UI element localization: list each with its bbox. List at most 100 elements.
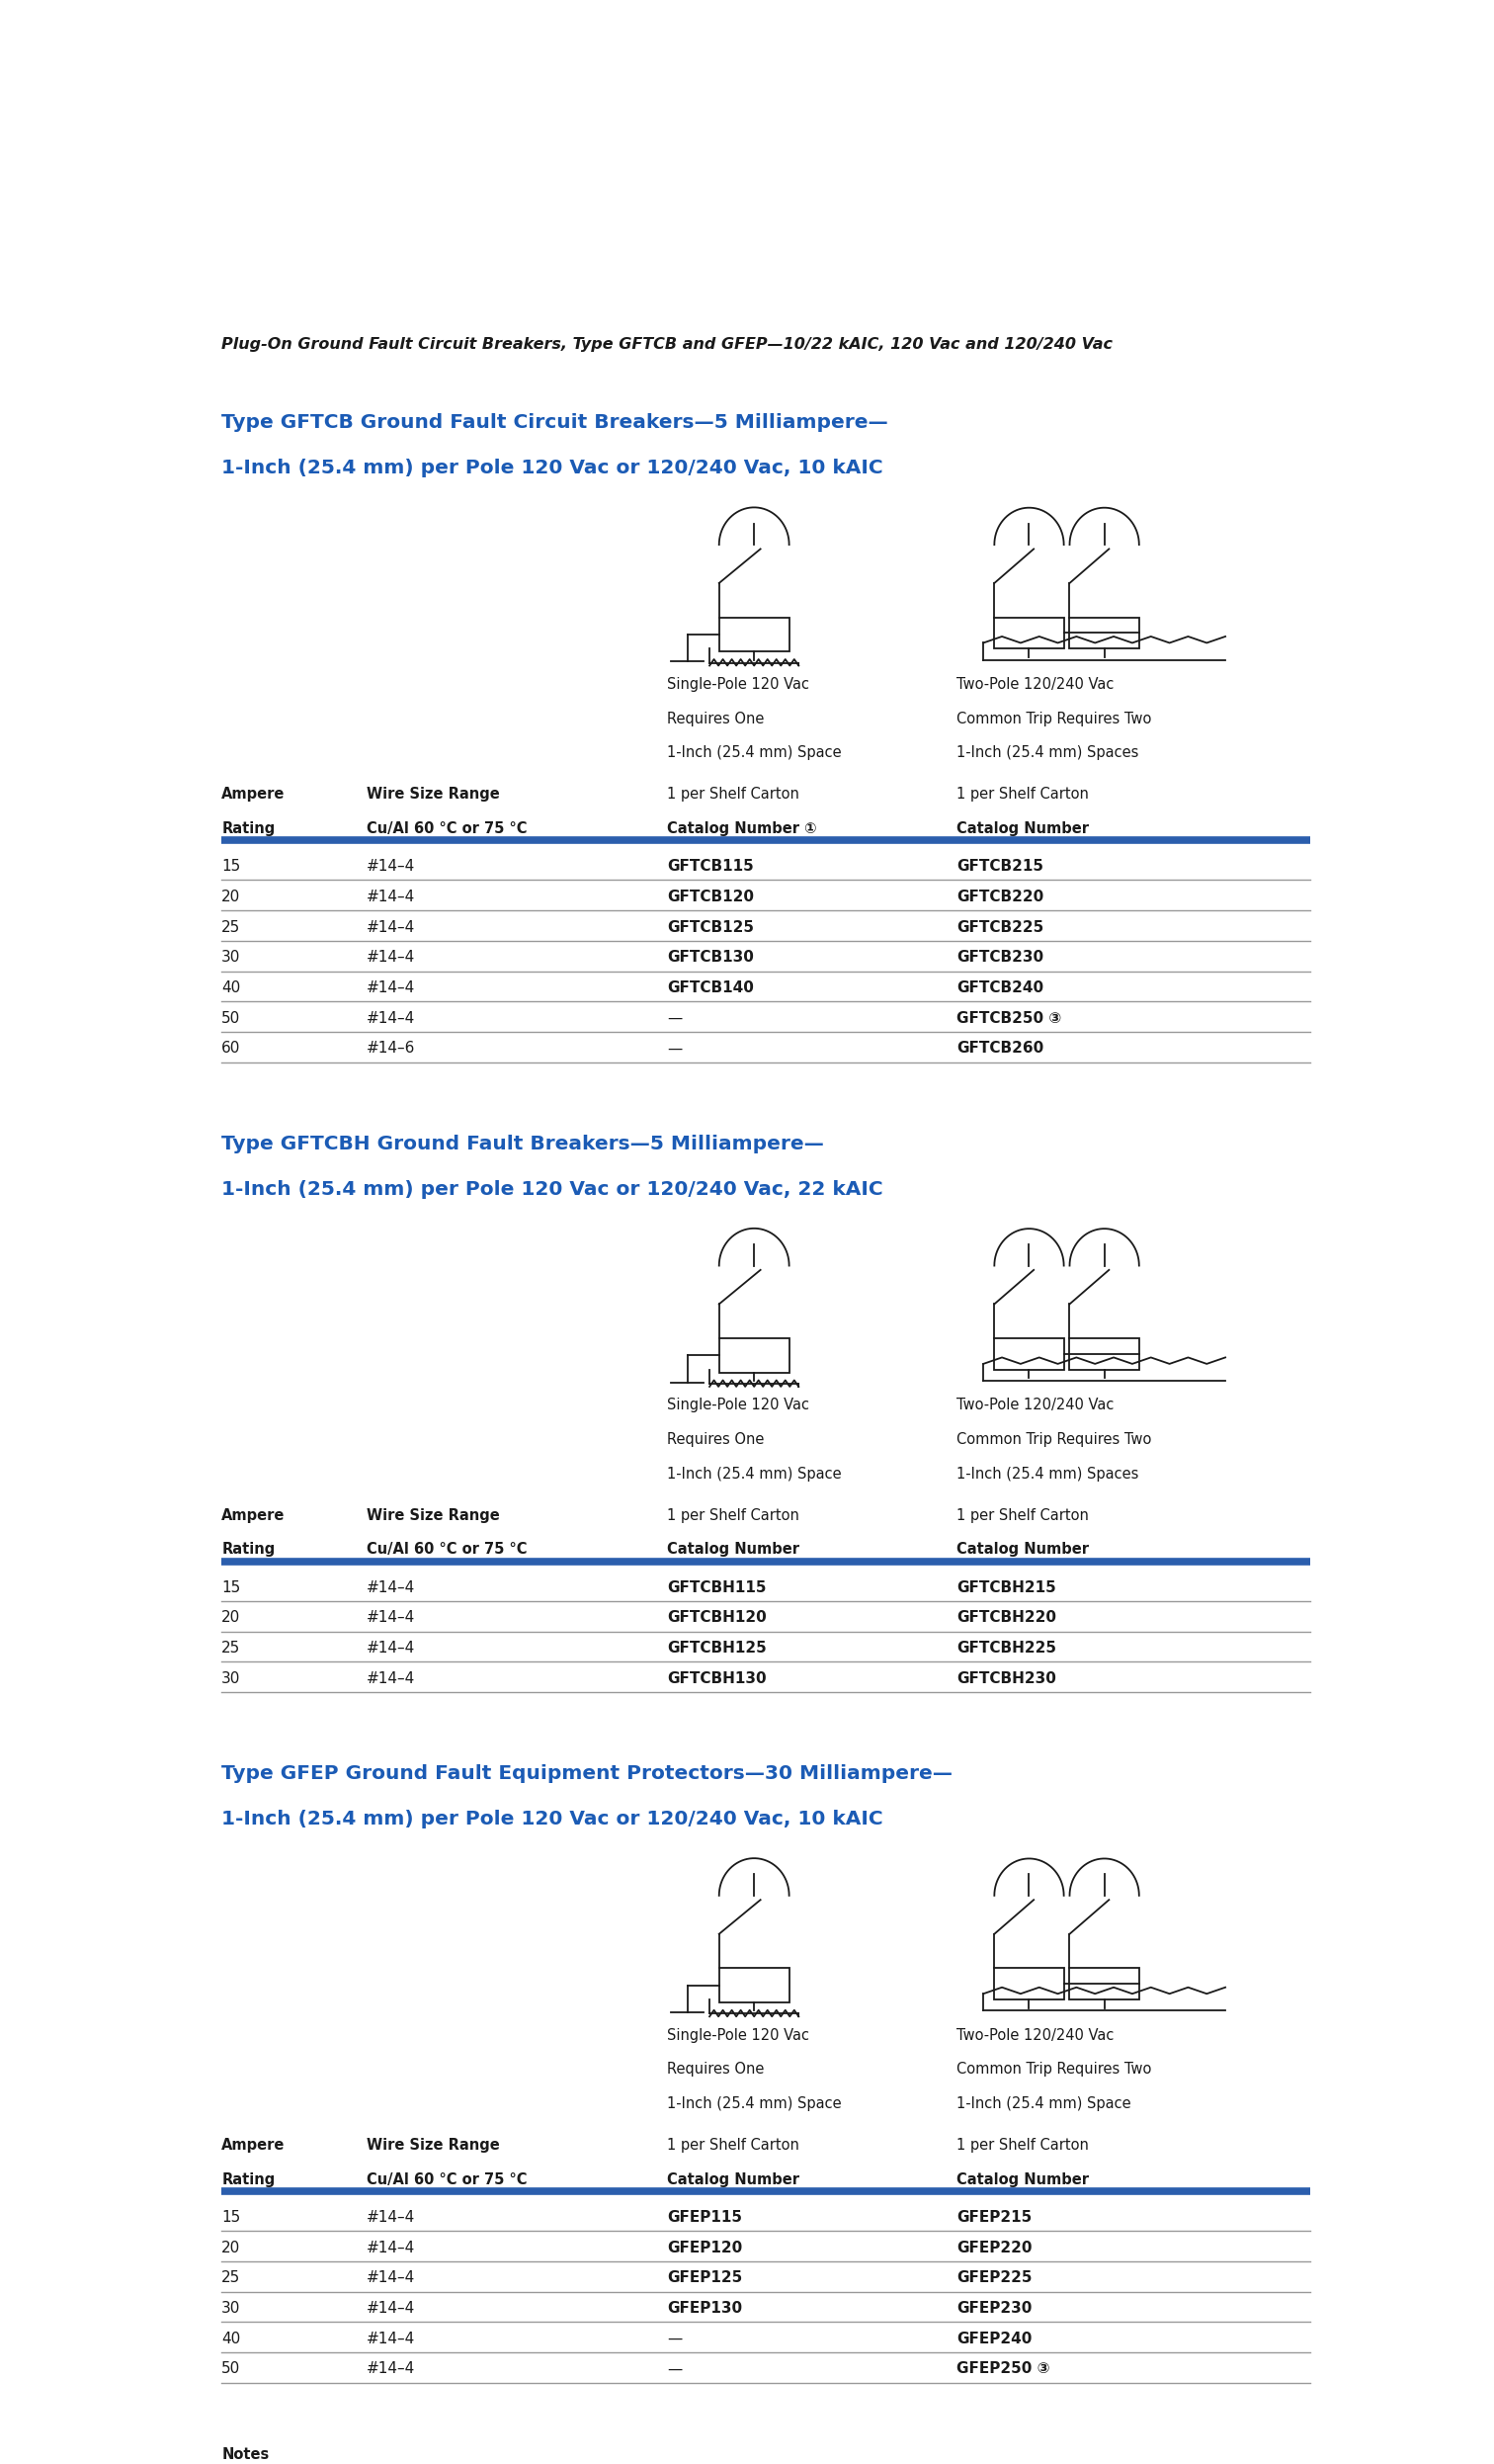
Text: 50: 50	[221, 1010, 241, 1025]
Text: Cu/Al 60 °C or 75 °C: Cu/Al 60 °C or 75 °C	[366, 2173, 527, 2188]
Text: GFTCB230: GFTCB230	[956, 951, 1044, 966]
Bar	[995, 1338, 1064, 1370]
Text: 30: 30	[221, 1671, 241, 1685]
Text: 1 per Shelf Carton: 1 per Shelf Carton	[956, 786, 1089, 801]
Text: GFTCB130: GFTCB130	[668, 951, 754, 966]
Text: GFTCBH225: GFTCBH225	[956, 1641, 1056, 1656]
Text: Catalog Number: Catalog Number	[956, 2173, 1089, 2188]
Text: #14–4: #14–4	[366, 981, 415, 995]
Text: #14–4: #14–4	[366, 1671, 415, 1685]
Text: GFTCB125: GFTCB125	[668, 919, 754, 934]
Text: Rating: Rating	[221, 1542, 275, 1557]
Text: Catalog Number: Catalog Number	[668, 2173, 799, 2188]
Text: 1 per Shelf Carton: 1 per Shelf Carton	[956, 2139, 1089, 2154]
Text: GFTCBH220: GFTCBH220	[956, 1611, 1056, 1626]
Text: #14–4: #14–4	[366, 2361, 415, 2375]
Text: —: —	[668, 2361, 683, 2375]
Text: GFTCB220: GFTCB220	[956, 890, 1044, 904]
Text: GFTCB215: GFTCB215	[956, 860, 1044, 875]
Text: Two-Pole 120/240 Vac: Two-Pole 120/240 Vac	[956, 678, 1115, 692]
Text: GFTCBH215: GFTCBH215	[956, 1579, 1056, 1594]
Text: GFEP115: GFEP115	[668, 2210, 743, 2225]
Text: 20: 20	[221, 2240, 241, 2255]
Text: —: —	[668, 1042, 683, 1057]
Text: GFEP250 ③: GFEP250 ③	[956, 2361, 1050, 2375]
Bar	[719, 1969, 789, 2003]
Text: Single-Pole 120 Vac: Single-Pole 120 Vac	[668, 1397, 810, 1412]
Text: Cu/Al 60 °C or 75 °C: Cu/Al 60 °C or 75 °C	[366, 821, 527, 835]
Text: Ampere: Ampere	[221, 786, 285, 801]
Text: Single-Pole 120 Vac: Single-Pole 120 Vac	[668, 2028, 810, 2043]
Text: 15: 15	[221, 1579, 241, 1594]
Text: Common Trip Requires Two: Common Trip Requires Two	[956, 712, 1152, 727]
Text: GFTCB140: GFTCB140	[668, 981, 754, 995]
Text: Type GFTCBH Ground Fault Breakers—5 Milliampere—: Type GFTCBH Ground Fault Breakers—5 Mill…	[221, 1133, 825, 1153]
Text: 1 per Shelf Carton: 1 per Shelf Carton	[668, 2139, 799, 2154]
Bar	[719, 618, 789, 650]
Text: Rating: Rating	[221, 2173, 275, 2188]
Bar	[995, 618, 1064, 648]
Bar	[1070, 1969, 1138, 1998]
Text: 15: 15	[221, 2210, 241, 2225]
Text: #14–4: #14–4	[366, 919, 415, 934]
Text: Two-Pole 120/240 Vac: Two-Pole 120/240 Vac	[956, 1397, 1115, 1412]
Text: 1-Inch (25.4 mm) Space: 1-Inch (25.4 mm) Space	[956, 2097, 1131, 2112]
Text: 1 per Shelf Carton: 1 per Shelf Carton	[668, 1508, 799, 1523]
Text: Type GFEP Ground Fault Equipment Protectors—30 Milliampere—: Type GFEP Ground Fault Equipment Protect…	[221, 1764, 953, 1784]
Text: Notes: Notes	[221, 2447, 269, 2462]
Text: 25: 25	[221, 1641, 241, 1656]
Text: 1-Inch (25.4 mm) per Pole 120 Vac or 120/240 Vac, 10 kAIC: 1-Inch (25.4 mm) per Pole 120 Vac or 120…	[221, 1809, 883, 1828]
Text: 60: 60	[221, 1042, 241, 1057]
Text: 1-Inch (25.4 mm) per Pole 120 Vac or 120/240 Vac, 10 kAIC: 1-Inch (25.4 mm) per Pole 120 Vac or 120…	[221, 458, 883, 478]
Text: 20: 20	[221, 890, 241, 904]
Text: #14–6: #14–6	[366, 1042, 415, 1057]
Bar	[719, 1338, 789, 1372]
Text: #14–4: #14–4	[366, 951, 415, 966]
Text: Cu/Al 60 °C or 75 °C: Cu/Al 60 °C or 75 °C	[366, 1542, 527, 1557]
Text: #14–4: #14–4	[366, 1611, 415, 1626]
Text: #14–4: #14–4	[366, 2331, 415, 2346]
Text: Wire Size Range: Wire Size Range	[366, 2139, 499, 2154]
Text: #14–4: #14–4	[366, 2269, 415, 2287]
Bar	[1070, 618, 1138, 648]
Text: —: —	[668, 2331, 683, 2346]
Text: 1 per Shelf Carton: 1 per Shelf Carton	[956, 1508, 1089, 1523]
Text: 1 per Shelf Carton: 1 per Shelf Carton	[668, 786, 799, 801]
Text: 30: 30	[221, 2301, 241, 2316]
Text: GFEP220: GFEP220	[956, 2240, 1032, 2255]
Text: #14–4: #14–4	[366, 1641, 415, 1656]
Text: 1-Inch (25.4 mm) Space: 1-Inch (25.4 mm) Space	[668, 744, 841, 761]
Text: GFEP225: GFEP225	[956, 2269, 1032, 2287]
Text: Ampere: Ampere	[221, 1508, 285, 1523]
Text: 1-Inch (25.4 mm) Space: 1-Inch (25.4 mm) Space	[668, 2097, 841, 2112]
Text: #14–4: #14–4	[366, 1010, 415, 1025]
Text: 1-Inch (25.4 mm) per Pole 120 Vac or 120/240 Vac, 22 kAIC: 1-Inch (25.4 mm) per Pole 120 Vac or 120…	[221, 1180, 883, 1198]
Text: GFTCB260: GFTCB260	[956, 1042, 1044, 1057]
Text: GFEP230: GFEP230	[956, 2301, 1032, 2316]
Text: #14–4: #14–4	[366, 860, 415, 875]
Text: Requires One: Requires One	[668, 1432, 765, 1446]
Text: #14–4: #14–4	[366, 2240, 415, 2255]
Text: GFTCB115: GFTCB115	[668, 860, 754, 875]
Text: Requires One: Requires One	[668, 712, 765, 727]
Text: GFEP240: GFEP240	[956, 2331, 1032, 2346]
Text: GFTCBH115: GFTCBH115	[668, 1579, 766, 1594]
Text: Catalog Number: Catalog Number	[668, 1542, 799, 1557]
Text: GFEP215: GFEP215	[956, 2210, 1032, 2225]
Text: Single-Pole 120 Vac: Single-Pole 120 Vac	[668, 678, 810, 692]
Text: Type GFTCB Ground Fault Circuit Breakers—5 Milliampere—: Type GFTCB Ground Fault Circuit Breakers…	[221, 414, 889, 431]
Text: GFTCBH125: GFTCBH125	[668, 1641, 766, 1656]
Text: —: —	[668, 1010, 683, 1025]
Text: GFEP130: GFEP130	[668, 2301, 743, 2316]
Text: GFEP125: GFEP125	[668, 2269, 743, 2287]
Text: GFTCB120: GFTCB120	[668, 890, 754, 904]
Text: 40: 40	[221, 2331, 241, 2346]
Text: Common Trip Requires Two: Common Trip Requires Two	[956, 1432, 1152, 1446]
Text: Two-Pole 120/240 Vac: Two-Pole 120/240 Vac	[956, 2028, 1115, 2043]
Text: #14–4: #14–4	[366, 890, 415, 904]
Text: GFTCBH230: GFTCBH230	[956, 1671, 1056, 1685]
Text: Ampere: Ampere	[221, 2139, 285, 2154]
Text: Common Trip Requires Two: Common Trip Requires Two	[956, 2062, 1152, 2077]
Text: Rating: Rating	[221, 821, 275, 835]
Text: 25: 25	[221, 919, 241, 934]
